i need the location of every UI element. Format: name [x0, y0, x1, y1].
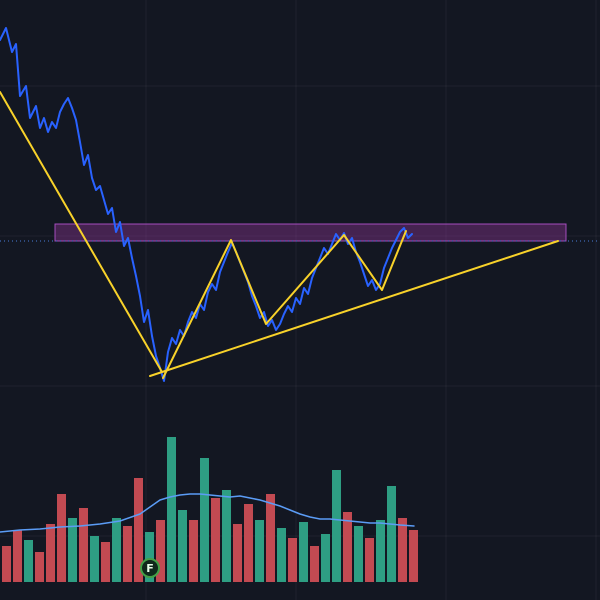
volume-bar: [398, 518, 407, 582]
volume-bar: [310, 546, 319, 582]
volume-bar: [277, 528, 286, 582]
volume-bar: [222, 490, 231, 582]
volume-bar: [167, 437, 176, 582]
volume-bar: [409, 530, 418, 582]
volume-bar: [24, 540, 33, 582]
volume-bar: [233, 524, 242, 582]
volume-bar: [90, 536, 99, 582]
volume-bars-group: [2, 437, 418, 582]
volume-bar: [288, 538, 297, 582]
volume-bar: [156, 520, 165, 582]
price-line[interactable]: [0, 27, 413, 382]
volume-bar: [101, 542, 110, 582]
volume-bar: [343, 512, 352, 582]
volume-bar: [244, 504, 253, 582]
volume-ma-line[interactable]: [0, 493, 415, 533]
volume-bar: [46, 524, 55, 582]
indicator-badge-label: F: [146, 561, 154, 575]
volume-ma-group: [0, 493, 415, 533]
volume-bar: [13, 530, 22, 582]
volume-bar: [211, 498, 220, 582]
price-series-group: [0, 27, 413, 382]
trend-lines-group: [0, 91, 559, 379]
volume-bar: [321, 534, 330, 582]
pattern-zigzag-trendline[interactable]: [162, 230, 407, 379]
volume-bar: [79, 508, 88, 582]
descending-trendline[interactable]: [0, 91, 163, 373]
volume-bar: [332, 470, 341, 582]
volume-bar: [354, 526, 363, 582]
volume-bar: [134, 478, 143, 582]
resistance-zone[interactable]: [54, 223, 567, 242]
volume-bar: [387, 486, 396, 582]
volume-bar: [2, 546, 11, 582]
volume-bar: [299, 522, 308, 582]
volume-bar: [178, 510, 187, 582]
volume-bar: [35, 552, 44, 582]
volume-bar: [57, 494, 66, 582]
volume-bar: [200, 458, 209, 582]
indicator-badge[interactable]: F: [140, 558, 160, 578]
volume-bar: [376, 520, 385, 582]
volume-bar: [255, 520, 264, 582]
volume-bar: [112, 518, 121, 582]
volume-bar: [123, 526, 132, 582]
resistance-zone-group: [54, 223, 567, 242]
volume-bar: [145, 532, 154, 582]
volume-bar: [365, 538, 374, 582]
ascending-support-trendline[interactable]: [149, 240, 559, 377]
volume-bar: [189, 520, 198, 582]
volume-bar: [68, 518, 77, 582]
volume-bar: [266, 494, 275, 582]
